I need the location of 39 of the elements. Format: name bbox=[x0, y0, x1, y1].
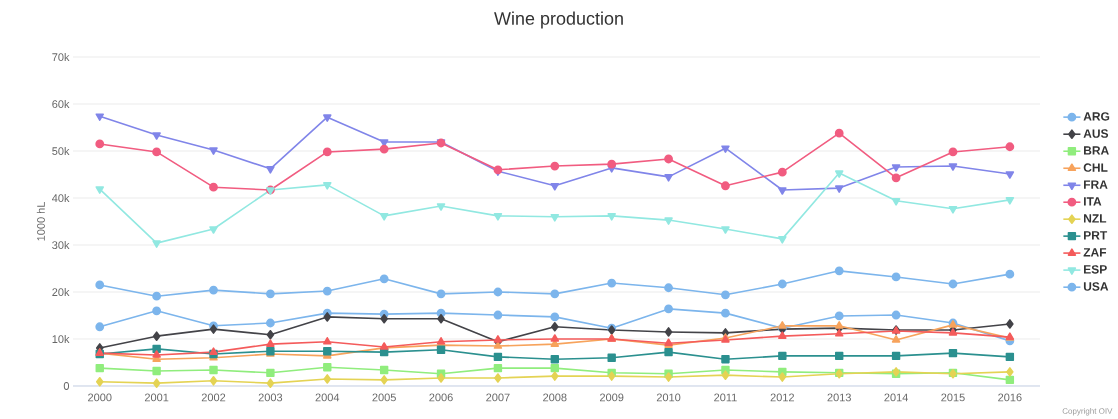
y-tick-label: 30k bbox=[52, 240, 70, 250]
x-tick-label: 2011 bbox=[714, 393, 737, 402]
x-tick-label: 2008 bbox=[543, 393, 567, 402]
x-tick-label: 2016 bbox=[998, 393, 1022, 402]
y-tick-label: 70k bbox=[52, 52, 70, 62]
y-tick-label: 60k bbox=[52, 99, 70, 109]
x-tick-label: 2013 bbox=[827, 393, 851, 402]
legend-label: ITA bbox=[1084, 197, 1102, 206]
legend-label: BRA bbox=[1084, 146, 1109, 155]
text: Copyright OIV bbox=[1062, 407, 1113, 416]
y-tick-label: 40k bbox=[52, 193, 70, 203]
x-tick-label: 2001 bbox=[144, 393, 169, 402]
legend-label: ARG bbox=[1083, 112, 1110, 121]
y-tick-label: 0 bbox=[63, 382, 70, 390]
x-tick-label: 2009 bbox=[600, 393, 624, 402]
x-tick-label: 2002 bbox=[201, 393, 226, 402]
y-axis-title: 1000 hL bbox=[36, 201, 45, 241]
x-tick-label: 2006 bbox=[429, 393, 453, 402]
y-tick-label: 50k bbox=[52, 146, 70, 156]
legend-label: USA bbox=[1083, 282, 1109, 291]
chart-title: Wine production bbox=[494, 11, 623, 29]
x-tick-label: 2010 bbox=[656, 393, 681, 402]
x-tick-label: 2007 bbox=[486, 393, 510, 402]
x-tick-label: 2005 bbox=[372, 393, 396, 402]
legend-label: NZL bbox=[1084, 214, 1107, 223]
legend-label: ESP bbox=[1084, 265, 1107, 274]
x-tick-label: 2003 bbox=[258, 393, 283, 402]
x-tick-label: 2014 bbox=[884, 393, 908, 402]
x-tick-label: 2000 bbox=[88, 393, 112, 402]
legend-label: PRT bbox=[1084, 231, 1108, 240]
legend-label: CHL bbox=[1083, 163, 1108, 172]
x-tick-label: 2004 bbox=[315, 393, 340, 402]
y-tick-label: 20k bbox=[52, 287, 70, 297]
y-tick-label: 10k bbox=[52, 334, 70, 344]
legend-label: AUS bbox=[1083, 129, 1109, 138]
x-tick-label: 2012 bbox=[770, 393, 795, 402]
x-tick-label: 2015 bbox=[941, 393, 965, 402]
legend-label: FRA bbox=[1084, 180, 1108, 189]
legend-label: ZAF bbox=[1083, 248, 1107, 257]
